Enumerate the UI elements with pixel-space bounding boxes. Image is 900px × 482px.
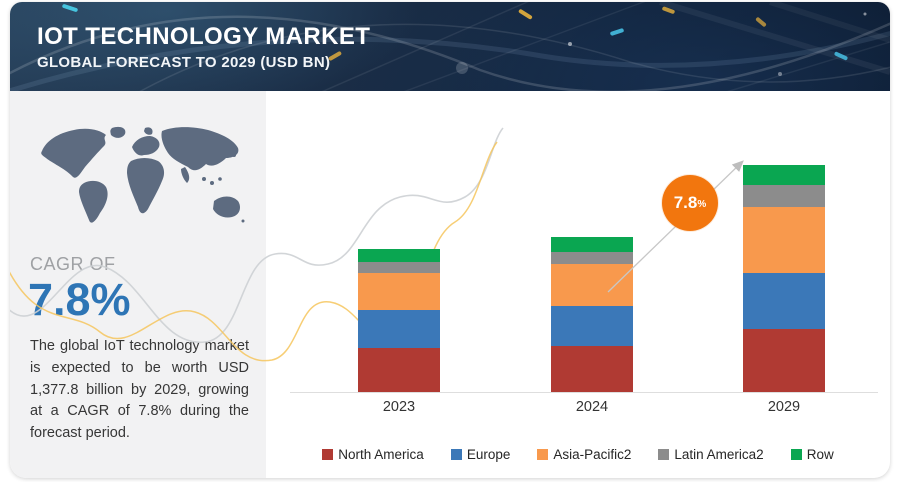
legend-swatch-icon xyxy=(537,449,549,460)
segment-asia-pacific2-2024 xyxy=(551,263,633,306)
segment-row-2029 xyxy=(743,164,825,185)
summary-panel: CAGR OF 7.8% The global IoT technology m… xyxy=(10,91,266,478)
segment-latin-america2-2023 xyxy=(358,261,440,273)
segment-latin-america2-2024 xyxy=(551,251,633,264)
segment-north-america-2023 xyxy=(358,347,440,392)
legend-item-europe: Europe xyxy=(450,447,511,462)
legend-label: Europe xyxy=(466,447,511,462)
page-subtitle: GLOBAL FORECAST TO 2029 (USD BN) xyxy=(37,54,331,72)
segment-north-america-2029 xyxy=(743,329,825,392)
legend-label: Latin America2 xyxy=(674,447,764,462)
cagr-value: 7.8% xyxy=(28,274,131,325)
segment-europe-2029 xyxy=(743,273,825,330)
x-axis-label-2024: 2024 xyxy=(575,399,609,415)
x-axis-label-2023: 2023 xyxy=(382,399,416,415)
segment-latin-america2-2029 xyxy=(743,184,825,207)
segment-europe-2024 xyxy=(551,305,633,346)
x-axis-line xyxy=(290,392,878,393)
cagr-badge-value: 7.8 xyxy=(673,193,698,212)
segment-row-2024 xyxy=(551,236,633,252)
infographic-card: IOT TECHNOLOGY MARKET GLOBAL FORECAST TO… xyxy=(10,2,890,478)
world-map-icon xyxy=(41,126,245,223)
legend-item-north-america: North America xyxy=(322,447,424,462)
segment-europe-2023 xyxy=(358,309,440,348)
network-lines-decoration xyxy=(10,2,890,91)
cagr-badge: 7.8 % xyxy=(662,175,718,231)
header-banner: IOT TECHNOLOGY MARKET GLOBAL FORECAST TO… xyxy=(10,2,890,91)
legend-swatch-icon xyxy=(658,449,670,460)
legend-label: Asia-Pacific2 xyxy=(553,447,632,462)
segment-row-2023 xyxy=(358,248,440,262)
legend-item-asia-pacific2: Asia-Pacific2 xyxy=(537,447,631,462)
legend-swatch-icon xyxy=(790,449,802,460)
bar-2023 xyxy=(358,248,440,392)
page-title: IOT TECHNOLOGY MARKET xyxy=(37,23,371,50)
legend-swatch-icon xyxy=(450,449,462,460)
cagr-label: CAGR OF xyxy=(30,254,116,274)
legend-item-latin-america2: Latin America2 xyxy=(658,447,764,462)
legend-label: Row xyxy=(806,447,834,462)
segment-asia-pacific2-2029 xyxy=(743,206,825,274)
chart-legend: North America Europe Asia-Pacific2 Latin Am… xyxy=(266,447,890,462)
bar-2029 xyxy=(743,164,825,392)
legend-swatch-icon xyxy=(322,449,334,460)
segment-asia-pacific2-2023 xyxy=(358,272,440,310)
legend-label: North America xyxy=(338,447,424,462)
market-summary-text: The global IoT technology market is expe… xyxy=(30,338,249,441)
legend-item-row: Row xyxy=(790,447,834,462)
segment-north-america-2024 xyxy=(551,345,633,392)
x-axis-label-2029: 2029 xyxy=(767,399,801,415)
cagr-badge-percent: % xyxy=(697,199,707,210)
bar-2024 xyxy=(551,236,633,392)
